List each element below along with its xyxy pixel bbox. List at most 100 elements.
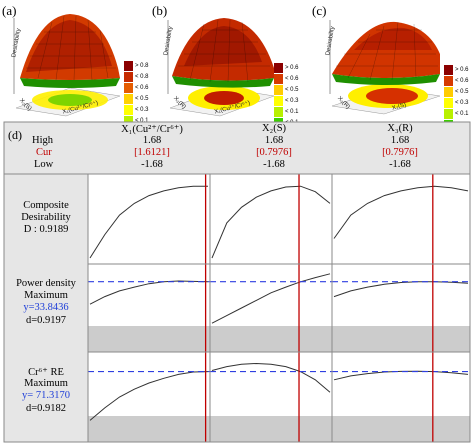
factor-low-x1: -1.68 [141, 159, 163, 170]
colorbar-entry: < 0.3 [274, 95, 300, 106]
response-cr-line2: Maximum [24, 378, 68, 389]
row-label-low: Low [34, 159, 54, 170]
colorbar-entry: < 0.8 [124, 71, 150, 82]
colorbar-entry: < 0.1 [274, 106, 300, 117]
colorbar-entry: < 0.1 [444, 108, 470, 119]
response-curve [333, 185, 469, 239]
panel-label-a: (a) [2, 3, 17, 18]
response-desirability-line2: Desirability [21, 212, 71, 223]
response-cr-d: d=0.9182 [25, 403, 67, 414]
factor-name-x3: X₃(R) [387, 123, 413, 134]
factor-high-x3: 1.68 [390, 135, 410, 146]
colorbar-label: < 0.5 [135, 95, 149, 102]
colorbar-label: < 0.8 [135, 73, 149, 80]
colorbar-swatch [444, 86, 453, 97]
colorbar-swatch [444, 97, 453, 108]
colorbar-label: < 0.5 [455, 88, 469, 95]
colorbar-label: < 0.3 [455, 99, 469, 106]
colorbar-swatch [444, 108, 453, 119]
colorbar-label: < 0.5 [285, 86, 299, 93]
colorbar-entry: < 0.5 [274, 84, 300, 95]
shaded-region [88, 416, 210, 442]
colorbar-swatch [444, 64, 453, 75]
optimization-grid [3, 121, 471, 443]
panel-label-b: (b) [152, 3, 168, 18]
response-curve [211, 185, 331, 259]
colorbar-entry: < 0.5 [444, 86, 470, 97]
factor-cur-x3: [0.7976] [382, 147, 418, 158]
colorbar-swatch [124, 82, 133, 93]
colorbar-swatch [274, 106, 283, 117]
colorbar-label: < 0.6 [135, 84, 149, 91]
response-curve [211, 362, 331, 393]
row-label-cur: Cur [36, 147, 52, 158]
colorbar-label: < 0.6 [455, 77, 469, 84]
shaded-region [332, 326, 470, 352]
shaded-region [88, 326, 210, 352]
colorbar-entry: < 0.1 [124, 115, 150, 126]
panel-label-c: (c) [312, 3, 327, 18]
colorbar-entry: < 0.6 [124, 82, 150, 93]
response-power-line2: Maximum [24, 290, 68, 301]
colorbar-label: > 0.6 [285, 64, 299, 71]
response-cr-line1: Cr⁶⁺ RE [28, 367, 64, 378]
panel-c: (c) Desirability X₂(S) X₃(R) > 0.6 < 0.6 <… [310, 0, 474, 152]
colorbar-entry: > 0.8 [124, 60, 150, 71]
colorbar-label: < 0.1 [455, 110, 469, 117]
colorbar-label: > 0.6 [455, 66, 469, 73]
surface-plot-c [329, 20, 441, 115]
response-power-y: y=33.8436 [23, 302, 69, 313]
colorbar-swatch [124, 104, 133, 115]
colorbar-entry: < 0.3 [124, 104, 150, 115]
factor-high-x2: 1.68 [264, 135, 284, 146]
shaded-region [210, 416, 332, 442]
colorbar-label: > 0.8 [135, 62, 149, 69]
colorbar-entry: < 0.5 [124, 93, 150, 104]
row-label-high: High [32, 135, 53, 146]
colorbar-label: < 0.6 [285, 75, 299, 82]
colorbar-swatch [274, 62, 283, 73]
surface-plot-a [13, 14, 121, 117]
colorbar-entry: > 0.6 [274, 62, 300, 73]
colorbar-label: < 0.1 [135, 117, 149, 124]
response-desirability-line1: Composite [23, 200, 69, 211]
panel-a: (a) Desirability X₁(Cu²⁺/Cr⁶⁺) X₂(S) > 0… [0, 0, 150, 159]
factor-low-x3: -1.68 [389, 159, 411, 170]
factor-cur-x2: [0.7976] [256, 147, 292, 158]
response-curve [89, 371, 209, 421]
colorbar-swatch [274, 73, 283, 84]
response-power-d: d=0.9197 [25, 315, 67, 326]
colorbar-entry: < 0.6 [274, 73, 300, 84]
colorbar-swatch [124, 71, 133, 82]
colorbar-swatch [124, 115, 133, 126]
colorbar-label: < 0.1 [285, 108, 299, 115]
shaded-region [332, 416, 470, 442]
surface-plot-b [167, 18, 275, 117]
response-curve [89, 185, 208, 259]
response-power-line1: Power density [16, 278, 76, 289]
factor-cur-x1: [1.6121] [134, 147, 170, 158]
factor-name-x1: X₁(Cu²⁺/Cr⁶⁺) [121, 124, 183, 135]
panel-b: (b) Desirability X₁(Cu²⁺/Cr⁶⁺) X₃(R) > 0… [150, 0, 300, 150]
colorbar-swatch [124, 60, 133, 71]
colorbar-entry: > 0.6 [444, 64, 470, 75]
colorbar-entry: < 0.3 [444, 97, 470, 108]
colorbar-swatch [274, 84, 283, 95]
colorbar-swatch [444, 75, 453, 86]
colorbar-swatch [124, 93, 133, 104]
response-cr-y: y= 71.3170 [22, 390, 70, 401]
shaded-region [210, 326, 332, 352]
optimization-plot: (d) High Cur Low X₁(Cu²⁺/Cr⁶⁺) 1.68 [1.6… [0, 120, 474, 444]
colorbar-label: < 0.3 [135, 106, 149, 113]
colorbar-entry: < 0.6 [444, 75, 470, 86]
factor-name-x2: X₂(S) [261, 123, 287, 134]
plot-cell [331, 351, 471, 443]
colorbar-label: < 0.3 [285, 97, 299, 104]
response-desirability-value: D : 0.9189 [23, 224, 69, 235]
response-curve [211, 273, 331, 324]
response-curve [333, 370, 469, 381]
colorbar-swatch [274, 95, 283, 106]
factor-low-x2: -1.68 [263, 159, 285, 170]
panel-label-d: (d) [8, 128, 22, 142]
factor-high-x1: 1.68 [142, 135, 162, 146]
